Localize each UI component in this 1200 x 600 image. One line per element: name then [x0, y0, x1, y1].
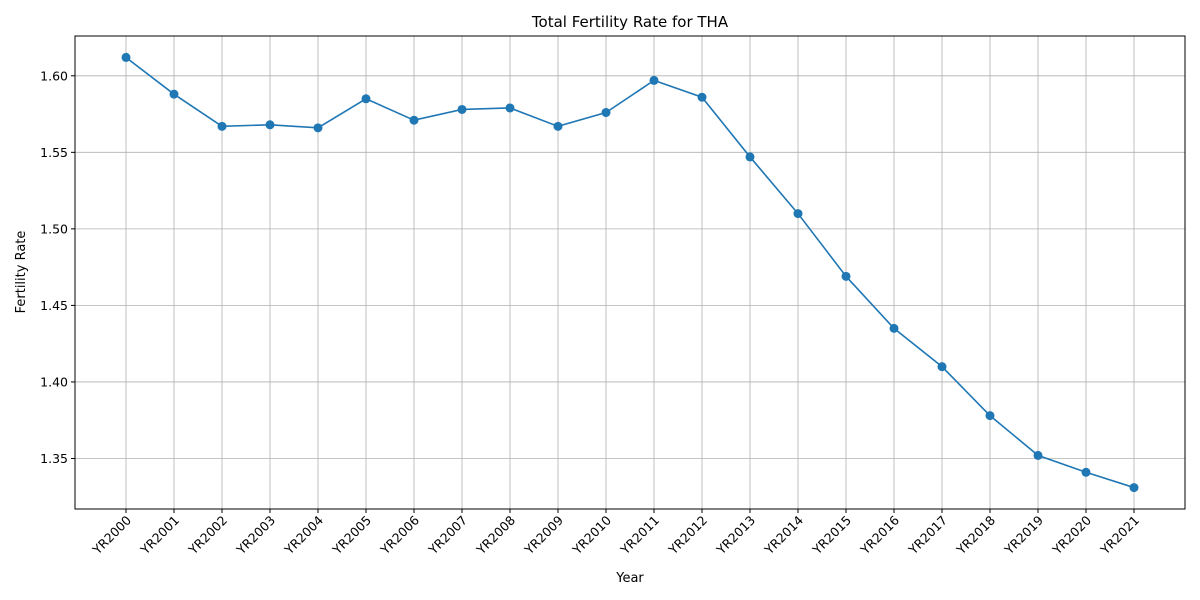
data-point — [1081, 467, 1091, 477]
y-tick-label: 1.60 — [40, 68, 68, 83]
x-tick-label: YR2004 — [281, 512, 326, 557]
x-axis: YR2000 YR2001 YR2002 YR2003 YR2004 YR2005 YR20… — [89, 509, 1142, 558]
x-tick-label: YR2007 — [425, 513, 470, 558]
data-point — [697, 92, 707, 102]
data-point — [985, 411, 995, 421]
data-point — [889, 323, 899, 333]
x-tick-label: YR2019 — [1001, 512, 1046, 557]
grid — [75, 36, 1185, 509]
plot-frame — [74, 35, 1186, 510]
series-line — [125, 56, 1135, 489]
x-tick-label: YR2012 — [665, 513, 710, 558]
y-tick-label: 1.35 — [40, 451, 68, 466]
data-point — [217, 121, 227, 131]
y-tick-label: 1.40 — [40, 374, 68, 389]
data-point — [361, 94, 371, 104]
data-point — [649, 75, 659, 85]
data-point — [265, 120, 275, 130]
x-tick-label: YR2001 — [137, 513, 182, 558]
x-axis-label: Year — [615, 571, 644, 586]
y-tick-label: 1.55 — [40, 145, 68, 160]
data-point — [1129, 483, 1139, 493]
x-tick-label: YR2015 — [809, 513, 854, 558]
y-axis-label: Fertility Rate — [14, 231, 29, 314]
data-point — [505, 103, 515, 113]
x-tick-label: YR2016 — [857, 512, 902, 557]
x-tick-label: YR2008 — [473, 512, 518, 557]
x-tick-label: YR2005 — [329, 513, 374, 558]
data-point — [313, 123, 323, 133]
x-tick-label: YR2021 — [1097, 513, 1142, 558]
x-tick-label: YR2017 — [905, 513, 950, 558]
chart-title: Total Fertility Rate for THA — [531, 13, 729, 31]
data-point — [169, 89, 179, 99]
data-point — [409, 115, 419, 125]
y-tick-label: 1.45 — [40, 298, 68, 313]
series-layer — [121, 52, 1139, 493]
x-tick-label: YR2011 — [617, 513, 662, 558]
data-point — [1033, 450, 1043, 460]
x-tick-label: YR2006 — [377, 512, 422, 557]
data-point — [553, 121, 563, 131]
data-point — [841, 271, 851, 281]
data-point — [745, 152, 755, 162]
x-tick-label: YR2003 — [233, 513, 278, 558]
x-tick-label: YR2014 — [761, 512, 806, 557]
data-point — [457, 104, 467, 114]
x-tick-label: YR2018 — [953, 512, 998, 557]
data-point — [121, 52, 131, 62]
y-axis: 1.35 1.40 1.45 1.50 1.55 1.60 — [40, 68, 75, 466]
x-tick-label: YR2009 — [521, 512, 566, 557]
x-tick-label: YR2000 — [89, 512, 134, 557]
x-tick-label: YR2002 — [185, 513, 230, 558]
data-point — [793, 209, 803, 219]
x-tick-label: YR2013 — [713, 513, 758, 558]
y-tick-label: 1.50 — [40, 221, 68, 236]
x-tick-label: YR2020 — [1049, 512, 1094, 557]
x-tick-label: YR2010 — [569, 512, 614, 557]
data-point — [601, 108, 611, 118]
data-point — [937, 362, 947, 372]
